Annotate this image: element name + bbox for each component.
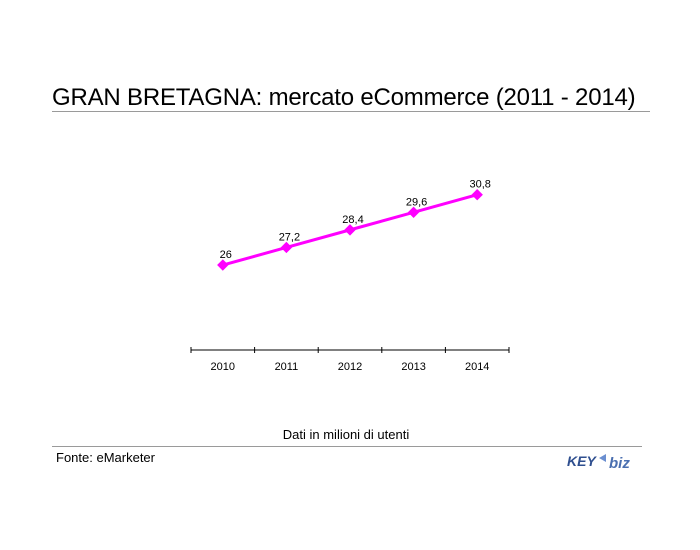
source-label: Fonte: eMarketer bbox=[56, 450, 155, 465]
x-tick-label: 2011 bbox=[275, 361, 299, 373]
x-tick-label: 2012 bbox=[338, 361, 362, 373]
x-tick-label: 2010 bbox=[211, 361, 235, 373]
key4biz-logo: KEY biz bbox=[567, 453, 630, 472]
logo-mark-icon bbox=[599, 454, 606, 462]
data-label: 28,4 bbox=[342, 214, 363, 226]
data-label: 29,6 bbox=[406, 196, 427, 208]
units-note: Dati in milioni di utenti bbox=[282, 427, 410, 442]
data-label: 30,8 bbox=[469, 179, 490, 191]
x-tick-label: 2013 bbox=[401, 361, 425, 373]
chart-title: GRAN BRETAGNA: mercato eCommerce (2011 -… bbox=[52, 84, 636, 111]
data-label: 27,2 bbox=[279, 231, 300, 243]
data-point-marker bbox=[407, 206, 420, 219]
data-point-marker bbox=[344, 224, 356, 236]
data-point-marker bbox=[471, 189, 483, 201]
data-label: 26 bbox=[220, 249, 232, 261]
logo-biz-text: biz bbox=[609, 455, 630, 472]
logo-key-text: KEY bbox=[567, 453, 597, 469]
title-divider bbox=[52, 111, 650, 112]
data-point-marker bbox=[217, 259, 229, 271]
data-point-marker bbox=[280, 241, 293, 254]
footer-divider bbox=[52, 446, 642, 447]
x-tick-label: 2014 bbox=[465, 361, 489, 373]
